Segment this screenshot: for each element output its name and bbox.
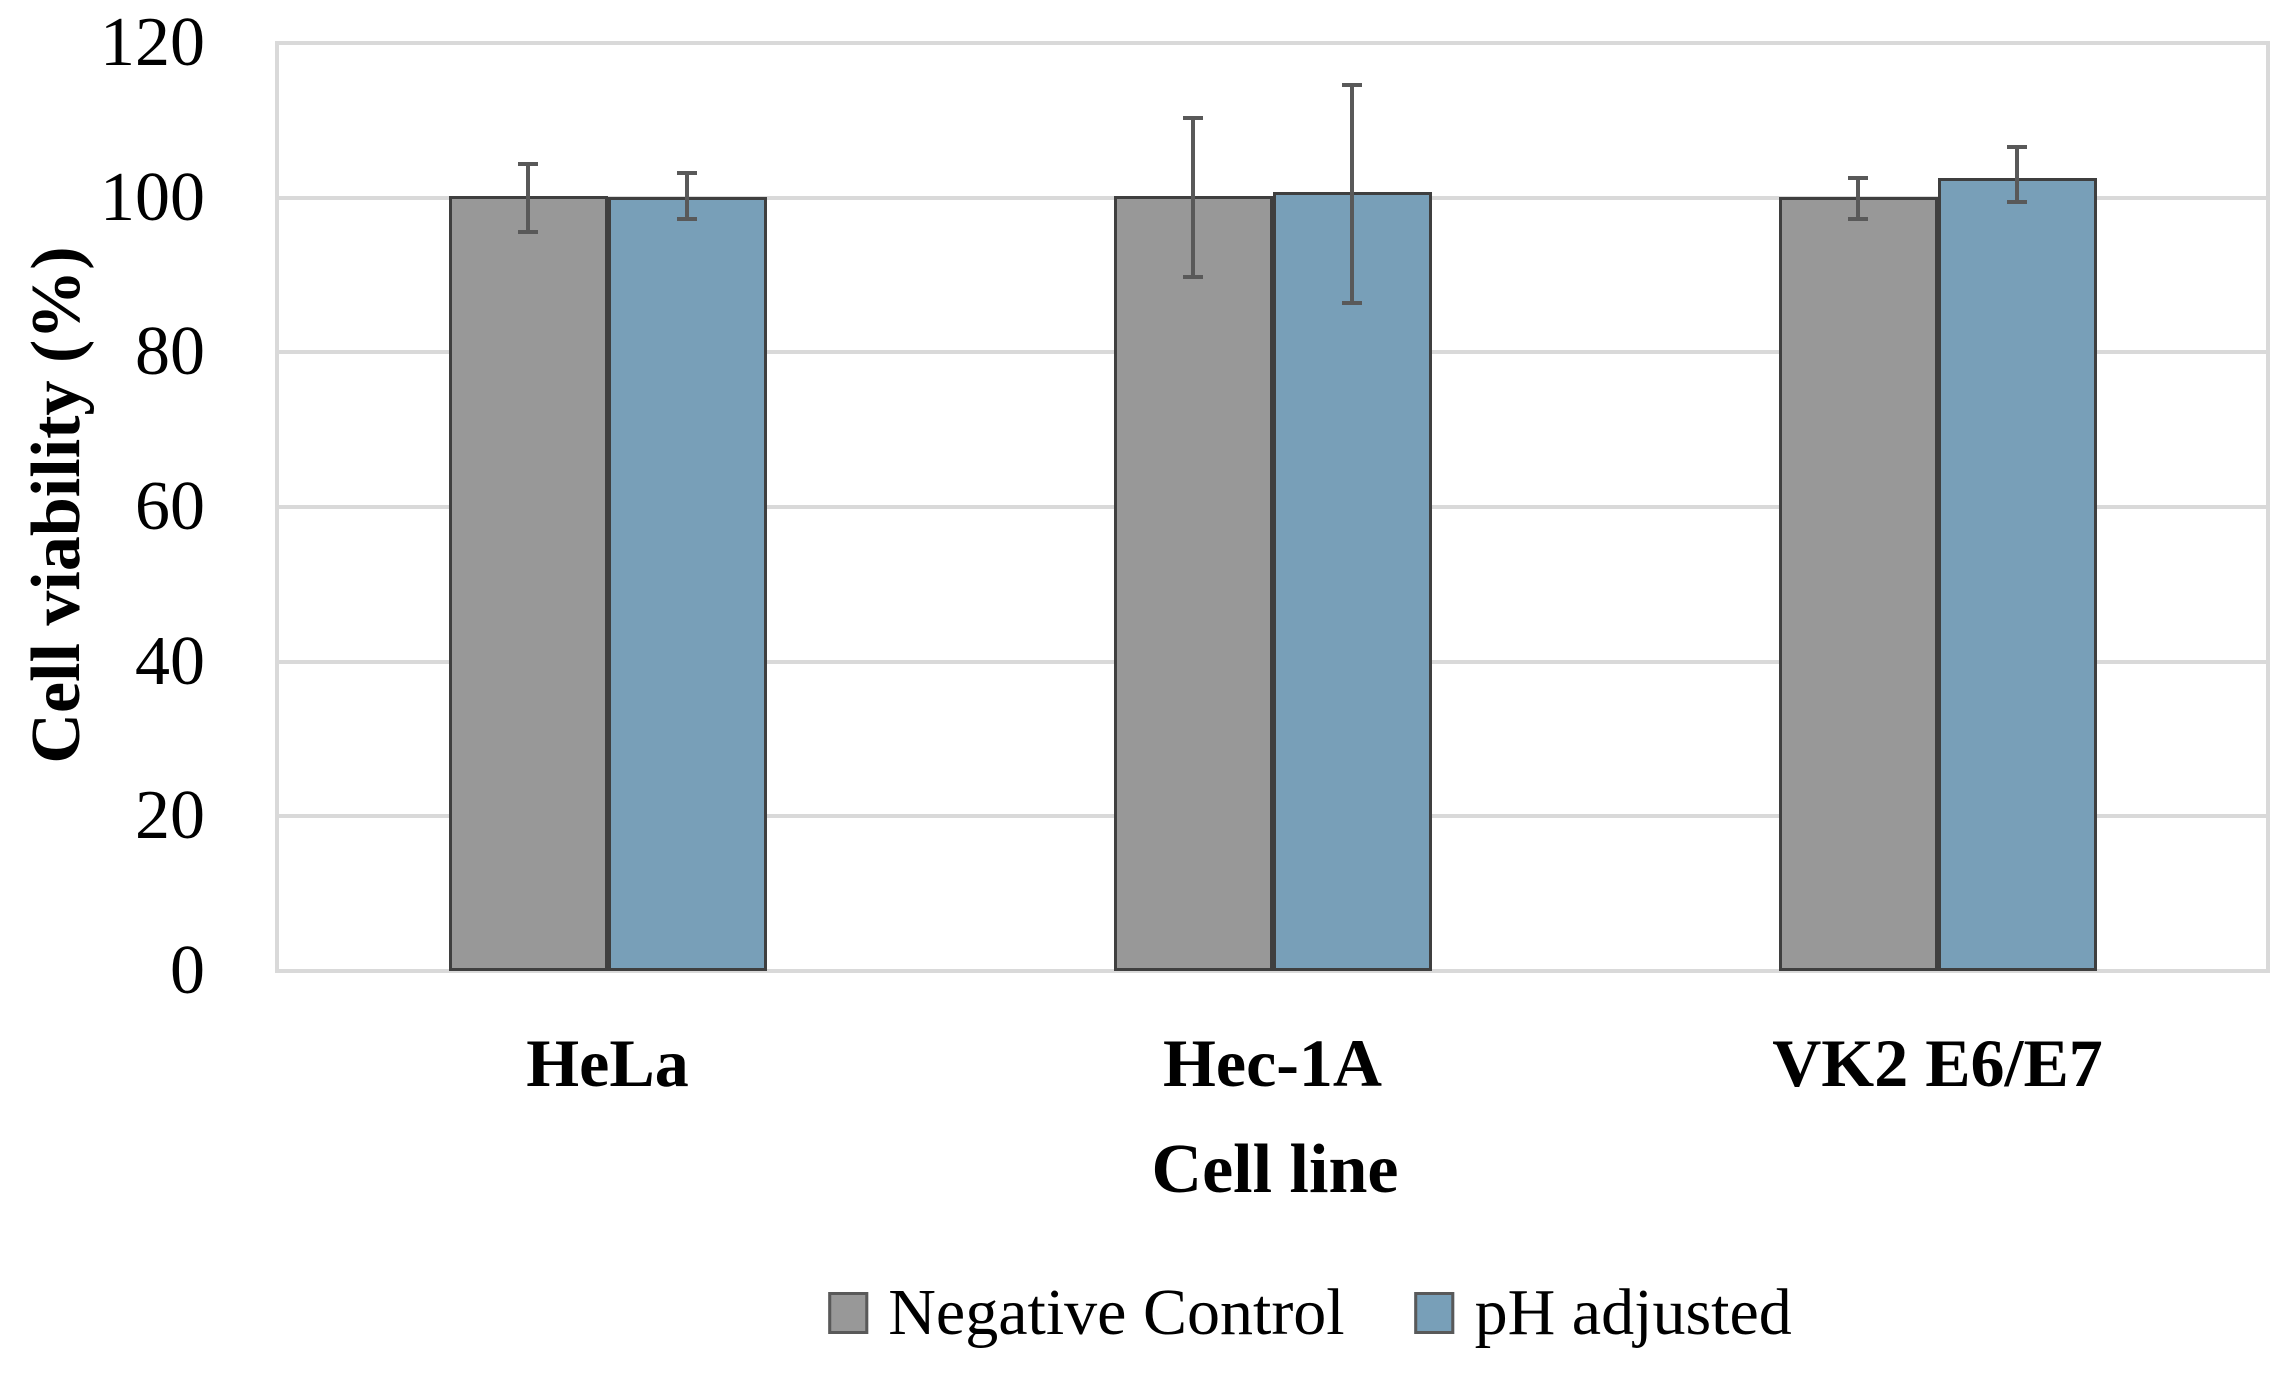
y-tick-label: 120 [100,4,205,81]
y-tick-label: 40 [135,622,205,700]
y-tick-label: 60 [135,468,205,545]
plot-area [275,41,2270,973]
category-label: VK2 E6/E7 [1772,1025,2103,1101]
error-bar-cap-bottom [1183,275,1203,280]
error-bar-cap-bottom [1848,217,1868,222]
x-axis-line [275,969,2270,973]
error-bar-line [1856,177,1860,220]
error-bar-line [1191,118,1195,278]
error-bar-cap-bottom [677,217,697,222]
legend-label: pH adjusted [1474,1276,1792,1349]
bar-negative-control [1113,196,1273,971]
legend-label: Negative Control [888,1276,1345,1349]
y-tick-label: 80 [135,313,205,391]
legend-swatch [1414,1292,1455,1334]
legend-item: Negative Control [828,1276,1345,1349]
error-bar-cap-bottom [1342,300,1362,305]
legend: Negative Control pH adjusted [828,1280,1792,1346]
y-tick-label: 0 [170,932,205,1009]
error-bar-line [1350,84,1354,303]
error-bar-cap-bottom [2007,200,2027,205]
error-bar-cap-top [677,170,697,175]
bar-negative-control [448,196,608,971]
error-bar-cap-top [1183,116,1203,120]
bar-ph-adjusted [1272,192,1432,971]
error-bar-cap-bottom [518,230,538,235]
bar-ph-adjusted [607,196,767,971]
bar-ph-adjusted [1937,177,2097,971]
legend-item: pH adjusted [1414,1276,1792,1349]
plot-right-border [2266,43,2270,971]
bar-negative-control [1778,196,1938,971]
legend-swatch [828,1292,869,1334]
error-bar-cap-top [1848,175,1868,180]
x-axis-title: Cell line [1151,1131,1399,1208]
category-label: HeLa [526,1025,689,1101]
error-bar-cap-top [1342,82,1362,87]
category-label: Hec-1A [1162,1025,1383,1101]
plot-left-border [275,43,279,971]
error-bar-line [2015,146,2019,203]
plot-top-border [275,41,2270,45]
y-tick-label: 20 [135,777,205,855]
y-tick-label: 100 [100,158,205,236]
error-bar-cap-top [518,161,538,166]
error-bar-line [526,163,530,233]
error-bar-cap-top [2007,144,2027,149]
error-bar-line [685,172,689,220]
